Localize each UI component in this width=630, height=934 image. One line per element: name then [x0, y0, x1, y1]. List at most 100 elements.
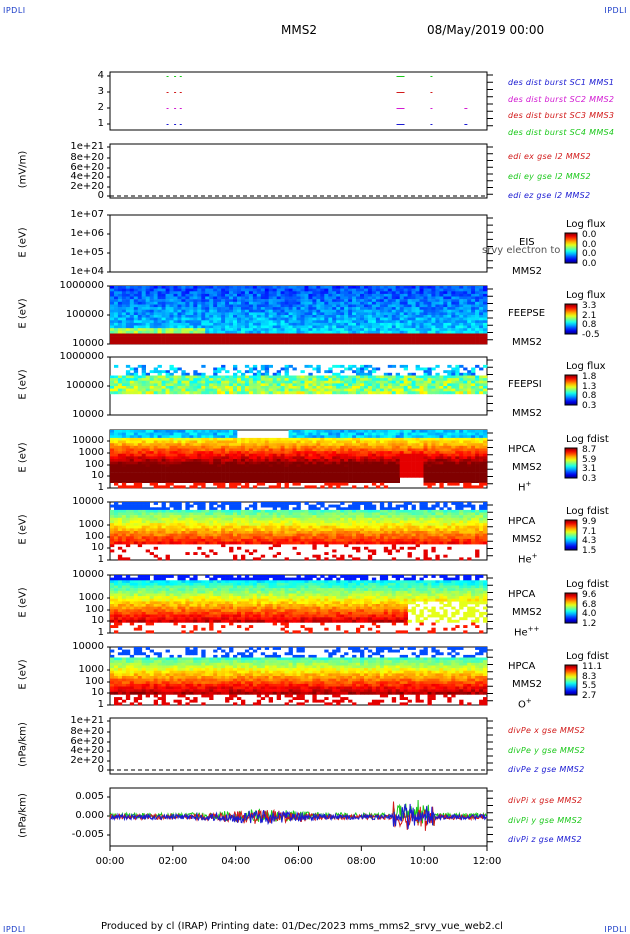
ylabel-hpca_o: E (eV)	[17, 659, 29, 690]
ytick-label-edi: 2e+20	[70, 181, 104, 192]
instrument-label-hpca_o: HPCA	[508, 661, 536, 672]
colorbar-value-feepsi: 0.3	[582, 400, 597, 411]
instrument-label-feepsi: FEEPSI	[508, 379, 542, 390]
heatmap-hpca_hepp	[110, 575, 488, 634]
xtick-label: 00:00	[95, 856, 125, 867]
colorbar-hpca_h	[564, 447, 578, 479]
colorbar-value-hpca_o: 8.3	[582, 671, 597, 682]
legend-entry-divpe: divPe z gse MMS2	[508, 765, 585, 774]
colorbar-title-feepsi: Log flux	[566, 361, 606, 372]
colorbar-eis	[564, 232, 578, 264]
colorbar-feepse	[564, 303, 578, 335]
spacecraft-label-hpca_he: MMS2	[512, 534, 542, 545]
ytick-label-divpi: 0.000	[75, 810, 104, 821]
ytick-label-hpca_he: 100	[84, 531, 104, 542]
heatmap-feepsi	[110, 364, 488, 395]
ytick-label-hpca_o: 1	[97, 699, 104, 710]
panel-frame-eis	[109, 214, 488, 273]
ytick-label-feepse: 10000	[72, 338, 104, 349]
colorbar-value-hpca_he: 1.5	[582, 545, 597, 556]
ytick-label-burst: 4	[97, 70, 104, 81]
spacecraft-title: MMS2	[281, 23, 317, 37]
species-label-hpca_h: H+	[518, 480, 532, 494]
colorbar-value-feepsi: 0.8	[582, 391, 597, 401]
colorbar-value-feepse: -0.5	[582, 329, 600, 340]
date-title: 08/May/2019 00:00	[427, 23, 545, 37]
colorbar-value-feepsi: 1.8	[582, 372, 597, 382]
colorbar-value-feepse: 2.1	[582, 310, 597, 321]
panel-frame-burst	[109, 71, 488, 131]
colorbar-value-eis: 0.0	[582, 230, 597, 240]
ylabel-hpca_he: E (eV)	[17, 514, 29, 545]
ytick-label-hpca_he: 10	[91, 542, 104, 553]
ytick-label-feepsi: 1000000	[59, 351, 104, 362]
panel-frame-edi	[109, 143, 488, 199]
ytick-label-edi: 8e+20	[70, 152, 104, 163]
spacecraft-label-hpca_hepp: MMS2	[512, 607, 542, 618]
colorbar-value-hpca_hepp: 9.6	[582, 590, 597, 600]
panel-frame-divpe	[109, 717, 488, 775]
species-label-hpca_o: O+	[518, 697, 532, 711]
overlay-label-eis: srvy electron to	[482, 245, 561, 256]
ytick-label-divpe: 8e+20	[70, 726, 104, 737]
colorbar-value-hpca_o: 2.7	[582, 690, 597, 701]
ytick-label-hpca_h: 10	[91, 470, 104, 481]
colorbar-value-feepsi: 1.3	[582, 381, 597, 392]
legend-entry-burst: des dist burst SC1 MMS1	[508, 78, 615, 87]
ytick-label-edi: 6e+20	[70, 162, 104, 173]
instrument-label-feepse: FEEPSE	[508, 308, 546, 319]
legend-entry-burst: des dist burst SC3 MMS3	[508, 111, 615, 120]
legend-entry-burst: des dist burst SC4 MMS4	[508, 127, 615, 137]
ytick-label-divpe: 2e+20	[70, 755, 104, 766]
legend-entry-divpi: divPi x gse MMS2	[508, 796, 583, 805]
ytick-label-burst: 2	[97, 102, 104, 113]
colorbar-title-hpca_h: Log fdist	[566, 434, 609, 445]
instrument-label-eis: EIS	[519, 237, 535, 248]
ytick-label-eis: 1e+05	[70, 247, 104, 258]
colorbar-value-eis: 0.0	[582, 249, 597, 259]
colorbar-value-hpca_hepp: 1.2	[582, 618, 597, 629]
colorbar-value-hpca_o: 5.5	[582, 681, 597, 691]
ytick-label-burst: 3	[97, 86, 104, 97]
ytick-label-divpe: 0	[97, 764, 104, 775]
ytick-label-hpca_hepp: 1000	[78, 592, 104, 603]
ytick-label-feepsi: 100000	[65, 380, 104, 391]
ylabel-divpe: (nPa/km)	[17, 722, 29, 767]
ytick-label-feepse: 1000000	[59, 280, 104, 291]
colorbar-value-hpca_he: 9.9	[582, 517, 597, 527]
colorbar-value-hpca_h: 3.1	[582, 464, 597, 474]
burst-markers	[166, 76, 468, 125]
colorbar-value-hpca_hepp: 4.0	[582, 609, 597, 619]
colorbar-value-hpca_hepp: 6.8	[582, 599, 597, 610]
ytick-label-eis: 1e+04	[70, 266, 104, 277]
ytick-label-hpca_hepp: 1	[97, 627, 104, 638]
ytick-label-hpca_he: 10000	[72, 496, 104, 507]
xtick-label: 10:00	[409, 856, 439, 867]
ytick-label-hpca_hepp: 10	[91, 615, 104, 626]
legend-entry-burst: des dist burst SC2 MMS2	[508, 94, 615, 104]
ylabel-edi: (mV/m)	[17, 150, 29, 189]
ylabel-hpca_h: E (eV)	[17, 442, 29, 473]
colorbar-value-hpca_h: 8.7	[582, 445, 597, 455]
xtick-label: 06:00	[284, 856, 313, 867]
ytick-label-eis: 1e+07	[70, 209, 104, 220]
ytick-label-divpe: 1e+21	[70, 715, 104, 726]
corner-label-bottom-right: IPDLI	[604, 925, 627, 934]
ytick-label-hpca_o: 1000	[78, 664, 104, 675]
footer-text: Produced by cl (IRAP) Printing date: 01/…	[101, 921, 503, 932]
colorbar-value-hpca_o: 11.1	[582, 662, 603, 672]
colorbar-value-hpca_he: 7.1	[582, 526, 597, 537]
heatmap-hpca_he	[110, 502, 488, 561]
ytick-label-hpca_h: 100	[84, 459, 104, 470]
colorbar-value-hpca_he: 4.3	[582, 536, 597, 546]
spacecraft-label-eis: MMS2	[512, 266, 542, 277]
colorbar-title-hpca_he: Log fdist	[566, 506, 609, 517]
legend-entry-divpi: divPi y gse MMS2	[508, 815, 583, 825]
ytick-label-edi: 0	[97, 190, 104, 201]
instrument-label-hpca_h: HPCA	[508, 444, 536, 455]
colorbar-value-hpca_h: 5.9	[582, 454, 597, 465]
legend-entry-edi: edi ey gse l2 MMS2	[508, 171, 591, 181]
colorbar-title-feepse: Log flux	[566, 290, 606, 301]
colorbar-title-hpca_o: Log fdist	[566, 651, 609, 662]
